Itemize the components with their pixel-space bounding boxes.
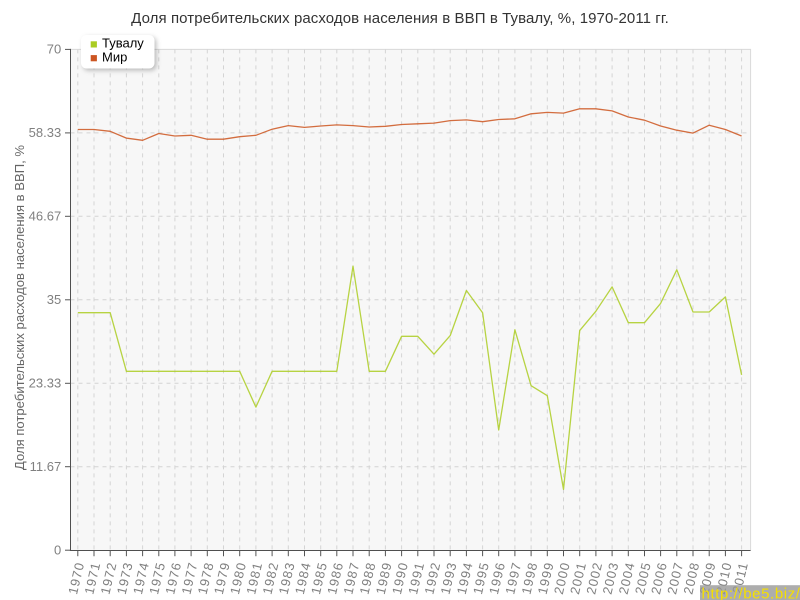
svg-text:1983: 1983: [276, 560, 298, 595]
svg-text:11.67: 11.67: [30, 459, 62, 474]
svg-text:70: 70: [47, 42, 61, 57]
svg-text:Доля потребительских расходов: Доля потребительских расходов населения …: [12, 145, 27, 470]
svg-text:1975: 1975: [146, 560, 168, 595]
svg-text:1979: 1979: [211, 560, 233, 595]
svg-text:Доля потребительских расходов: Доля потребительских расходов населения …: [131, 10, 669, 27]
svg-text:1987: 1987: [340, 560, 362, 595]
svg-text:2003: 2003: [600, 560, 622, 595]
svg-text:Тувалу: Тувалу: [102, 36, 144, 51]
svg-text:1997: 1997: [502, 560, 524, 595]
svg-text:1998: 1998: [519, 560, 541, 595]
svg-text:http://be5.biz/...: http://be5.biz/...: [702, 585, 800, 600]
svg-text:1996: 1996: [486, 560, 508, 595]
svg-text:2008: 2008: [680, 560, 702, 595]
svg-text:1974: 1974: [130, 560, 152, 595]
svg-text:1978: 1978: [195, 560, 217, 595]
svg-text:1999: 1999: [535, 560, 557, 595]
svg-text:1981: 1981: [243, 560, 265, 595]
svg-text:58.33: 58.33: [29, 125, 62, 140]
svg-text:1977: 1977: [179, 560, 201, 595]
svg-text:1972: 1972: [98, 560, 120, 595]
svg-text:1991: 1991: [405, 560, 427, 595]
svg-text:1985: 1985: [308, 560, 330, 595]
svg-text:1982: 1982: [260, 560, 282, 595]
svg-text:23.33: 23.33: [29, 376, 62, 391]
svg-text:1970: 1970: [65, 560, 87, 595]
svg-text:1989: 1989: [373, 560, 395, 595]
svg-text:1993: 1993: [438, 560, 460, 595]
svg-text:1976: 1976: [162, 560, 184, 595]
svg-text:1986: 1986: [324, 560, 346, 595]
svg-text:2002: 2002: [583, 560, 605, 595]
svg-text:1992: 1992: [421, 560, 443, 595]
svg-text:2004: 2004: [616, 560, 638, 595]
svg-text:2000: 2000: [551, 560, 573, 595]
svg-text:2006: 2006: [648, 560, 670, 595]
svg-text:1994: 1994: [454, 560, 476, 595]
svg-text:1973: 1973: [114, 560, 136, 595]
svg-text:2001: 2001: [567, 560, 589, 595]
svg-text:46.67: 46.67: [29, 209, 62, 224]
svg-text:1990: 1990: [389, 560, 411, 595]
svg-text:2005: 2005: [632, 560, 654, 595]
svg-text:Мир: Мир: [102, 49, 127, 64]
svg-text:1988: 1988: [357, 560, 379, 595]
svg-text:1971: 1971: [81, 560, 103, 595]
svg-text:35: 35: [47, 292, 61, 307]
svg-text:1980: 1980: [227, 560, 249, 595]
svg-text:2007: 2007: [664, 560, 686, 595]
svg-text:0: 0: [54, 542, 61, 557]
svg-text:1984: 1984: [292, 560, 314, 595]
svg-text:1995: 1995: [470, 560, 492, 595]
